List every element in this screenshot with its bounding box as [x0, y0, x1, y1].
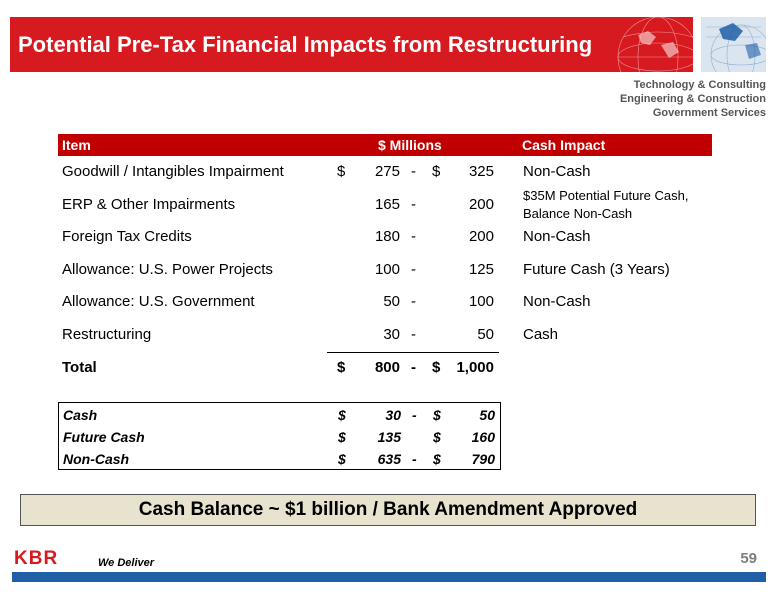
cash-summary-box: Cash $ 30 - $ 50 Future Cash $ 135 $ 160… [58, 402, 501, 470]
summary-currency: $ [433, 451, 441, 467]
total-dash: - [411, 359, 416, 376]
summary-currency: $ [338, 429, 346, 445]
row-high: 325 [468, 163, 494, 180]
tagline-line: Technology & Consulting [633, 79, 766, 91]
header-cash-impact: Cash Impact [522, 137, 606, 153]
row-impact: $35M Potential Future Cash, Balance Non-… [523, 188, 689, 221]
summary-row: Cash $ 30 - $ 50 [59, 404, 500, 426]
row-currency: $ [337, 163, 346, 180]
header-item: Item [62, 137, 91, 153]
summary-high: 160 [471, 429, 495, 445]
row-currency: $ [432, 163, 441, 180]
row-high: 200 [468, 196, 494, 213]
row-dash: - [411, 163, 416, 180]
total-high: 1,000 [456, 359, 494, 376]
table-row: Allowance: U.S. Government 50 - 100 Non-… [58, 286, 712, 318]
row-item: Foreign Tax Credits [62, 228, 192, 245]
table-row: Foreign Tax Credits 180 - 200 Non-Cash [58, 221, 712, 253]
kbr-logo-text: KBR [14, 549, 58, 567]
table-row: ERP & Other Impairments 165 - 200 $35M P… [58, 188, 712, 221]
summary-currency: $ [338, 451, 346, 467]
row-dash: - [411, 196, 416, 213]
cash-balance-banner: Cash Balance ~ $1 billion / Bank Amendme… [20, 494, 756, 526]
row-low: 165 [374, 196, 400, 213]
summary-currency: $ [338, 407, 346, 423]
slogan: We Deliver [98, 557, 155, 569]
summary-dash: - [412, 451, 417, 467]
summary-label: Non-Cash [63, 451, 130, 467]
row-dash: - [411, 228, 416, 245]
summary-row: Future Cash $ 135 $ 160 [59, 426, 500, 448]
row-item: Restructuring [62, 326, 152, 343]
summary-dash: - [412, 407, 417, 423]
table-header: Item $ Millions Cash Impact [58, 134, 712, 156]
summary-label: Future Cash [63, 429, 145, 445]
row-item: Allowance: U.S. Power Projects [62, 261, 273, 278]
row-high: 125 [468, 261, 494, 278]
row-impact: Future Cash (3 Years) [523, 261, 670, 278]
row-impact: Cash [523, 326, 559, 343]
row-impact: Non-Cash [523, 228, 591, 245]
total-currency: $ [432, 359, 441, 376]
row-item: Allowance: U.S. Government [62, 293, 255, 310]
row-dash: - [411, 261, 416, 278]
tagline-line: Government Services [652, 107, 766, 119]
summary-high: 50 [479, 407, 495, 423]
row-impact: Non-Cash [523, 293, 591, 310]
row-high: 200 [468, 228, 494, 245]
globe-logo-icon [701, 17, 766, 72]
row-low: 275 [374, 163, 400, 180]
total-row: Total $ 800 - $ 1,000 [58, 352, 712, 384]
tagline: Technology & Consulting Engineering & Co… [620, 78, 766, 120]
brand-globe-logo [701, 17, 766, 72]
row-low: 100 [374, 261, 400, 278]
row-low: 180 [374, 228, 400, 245]
table-row: Allowance: U.S. Power Projects 100 - 125… [58, 254, 712, 286]
total-label: Total [62, 359, 97, 376]
summary-low: 635 [377, 451, 401, 467]
tagline-line: Engineering & Construction [619, 93, 766, 105]
summary-currency: $ [433, 429, 441, 445]
row-item: ERP & Other Impairments [62, 196, 236, 213]
summary-high: 790 [471, 451, 495, 467]
title-bar: Potential Pre-Tax Financial Impacts from… [10, 17, 693, 72]
total-low: 800 [374, 359, 400, 376]
row-impact: Non-Cash [523, 163, 591, 180]
globe-graphic-icon [617, 17, 693, 72]
kbr-logo-icon: KBR [14, 549, 58, 567]
row-high: 100 [468, 293, 494, 310]
table-row: Goodwill / Intangibles Impairment $ 275 … [58, 156, 712, 188]
row-high: 50 [477, 326, 494, 343]
summary-low: 135 [377, 429, 401, 445]
row-low: 30 [383, 326, 400, 343]
row-dash: - [411, 293, 416, 310]
total-divider [327, 352, 499, 353]
row-item: Goodwill / Intangibles Impairment [62, 163, 284, 180]
slide-title: Potential Pre-Tax Financial Impacts from… [18, 32, 593, 57]
table-row: Restructuring 30 - 50 Cash [58, 319, 712, 351]
total-currency: $ [337, 359, 346, 376]
page-number: 59 [740, 550, 757, 567]
summary-currency: $ [433, 407, 441, 423]
summary-label: Cash [63, 407, 98, 423]
summary-low: 30 [385, 407, 401, 423]
summary-row: Non-Cash $ 635 - $ 790 [59, 448, 500, 470]
row-low: 50 [383, 293, 400, 310]
header-millions: $ Millions [378, 137, 442, 153]
row-dash: - [411, 326, 416, 343]
footer-bar [12, 572, 766, 582]
